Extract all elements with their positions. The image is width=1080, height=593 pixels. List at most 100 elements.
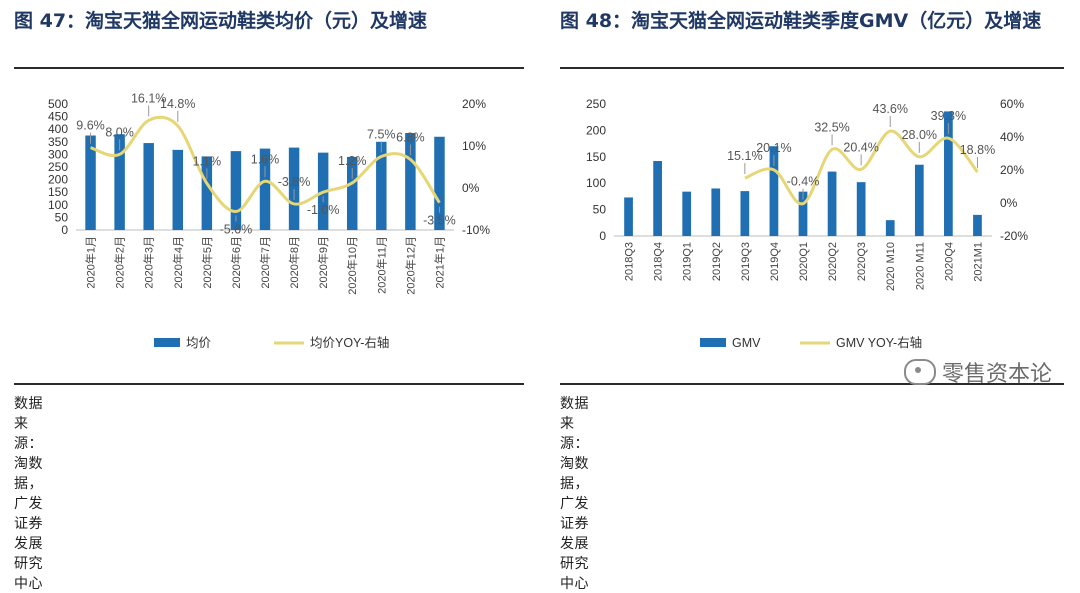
chart-title: 图 47：淘宝天猫全网运动鞋类均价（元）及增速 <box>14 10 428 32</box>
legend-label-line: 均价YOY-右轴 <box>310 335 389 350</box>
y-tick-label: 200 <box>586 123 606 137</box>
data-label: 28.0% <box>902 128 937 142</box>
data-label: 32.5% <box>814 120 849 134</box>
x-tick-label: 2020年7月 <box>258 236 272 289</box>
data-label: 15.1% <box>727 149 762 163</box>
x-tick-group: 2020年7月 <box>258 236 272 289</box>
x-tick-label: 2019Q1 <box>682 242 694 281</box>
y2-tick-label: 10% <box>462 139 486 153</box>
x-tick-label: 2019Q2 <box>711 242 723 281</box>
data-label: -5.6% <box>220 223 253 237</box>
bar <box>827 171 837 236</box>
legend: 均价 均价YOY-右轴 <box>154 335 389 350</box>
data-label: 39.3% <box>931 109 966 123</box>
x-tick-label: 2020年11月 <box>374 236 388 294</box>
bar <box>914 164 924 236</box>
x-tick-group: 2019Q1 <box>682 242 694 281</box>
x-tick-label: 2020Q2 <box>827 242 839 281</box>
data-label: -1.0% <box>307 203 340 217</box>
x-tick-group: 2018Q4 <box>653 242 665 281</box>
bar <box>376 141 387 230</box>
data-label: 18.8% <box>960 143 995 157</box>
x-tick-group: 2019Q3 <box>740 242 752 281</box>
x-tick-group: 2020Q4 <box>943 242 955 281</box>
data-label: 14.8% <box>160 97 195 111</box>
data-label: 7.5% <box>367 128 396 142</box>
bar <box>769 146 779 236</box>
bar <box>711 188 721 236</box>
x-tick-group: 2020年3月 <box>142 236 156 289</box>
bar <box>624 197 633 236</box>
x-tick-label: 2020Q1 <box>798 242 810 281</box>
source-divider <box>14 383 524 385</box>
y2-tick-label: 20% <box>462 97 486 111</box>
x-tick-label: 2018Q3 <box>624 242 636 281</box>
series-line <box>90 115 441 214</box>
bar <box>346 156 358 230</box>
x-tick-label: 2020Q4 <box>943 242 955 281</box>
bar <box>85 135 96 230</box>
y-tick-label: 50 <box>55 210 69 224</box>
y-tick-label: 150 <box>48 185 68 199</box>
x-tick-label: 2020年9月 <box>316 236 330 289</box>
y-tick-label: 300 <box>48 147 68 161</box>
y-tick-label: 250 <box>586 97 606 111</box>
y-tick-label: 150 <box>586 150 606 164</box>
source-note: 数据来源：淘数据，广发证券发展研究中心 <box>14 396 43 592</box>
bar <box>798 191 808 236</box>
x-tick-label: 2018Q4 <box>653 242 665 281</box>
x-tick-label: 2020 M11 <box>914 242 926 290</box>
data-label: 8.0% <box>105 125 134 139</box>
data-label: 16.1% <box>131 91 166 105</box>
x-tick-label: 2020年3月 <box>142 236 156 289</box>
x-tick-group: 2020年5月 <box>200 236 214 289</box>
legend-swatch-bar <box>154 338 180 347</box>
legend-swatch-bar <box>700 338 726 347</box>
x-tick-group: 2020年10月 <box>345 236 359 295</box>
x-tick-label: 2021年1月 <box>432 236 446 289</box>
x-tick-group: 2020 M10 <box>885 242 897 291</box>
x-tick-group: 2020Q3 <box>856 242 868 281</box>
bar <box>944 111 953 236</box>
series-line <box>744 129 979 206</box>
bar <box>172 149 184 230</box>
bar <box>114 134 125 230</box>
y-tick-label: 50 <box>593 203 607 217</box>
y-tick-label: 0 <box>61 223 68 237</box>
x-tick-group: 2021年1月 <box>432 236 446 289</box>
x-tick-label: 2020年12月 <box>403 236 417 295</box>
x-tick-group: 2018Q3 <box>624 242 636 281</box>
y2-tick-label: 20% <box>1000 163 1024 177</box>
x-tick-group: 2020年11月 <box>374 236 388 294</box>
x-tick-label: 2020年5月 <box>200 236 214 289</box>
legend-label-bar: 均价 <box>186 336 212 350</box>
x-tick-group: 2020年1月 <box>84 236 98 289</box>
x-tick-group: 2021M1 <box>972 242 984 282</box>
y2-tick-label: -10% <box>462 223 490 237</box>
data-label: 20.4% <box>843 140 878 154</box>
bar <box>856 182 866 236</box>
y2-tick-label: -20% <box>1000 229 1028 243</box>
y-tick-label: 450 <box>48 110 68 124</box>
title-divider <box>14 67 524 69</box>
y-tick-label: 200 <box>48 173 68 187</box>
chart-title: 图 48：淘宝天猫全网运动鞋类季度GMV（亿元）及增速 <box>560 10 1042 32</box>
y2-tick-label: 0% <box>462 181 480 195</box>
bar <box>653 161 662 236</box>
x-tick-label: 2020年1月 <box>84 236 98 289</box>
data-label: 1.6% <box>251 152 280 166</box>
data-label: 1.1% <box>193 154 222 168</box>
x-tick-label: 2021M1 <box>972 242 984 282</box>
legend-label-bar: GMV <box>732 336 761 350</box>
y-tick-label: 0 <box>599 229 606 243</box>
x-tick-group: 2020Q2 <box>827 242 839 281</box>
y-tick-label: 350 <box>48 135 68 149</box>
x-tick-group: 2020年9月 <box>316 236 330 289</box>
legend: GMV GMV YOY-右轴 <box>700 335 922 350</box>
y-tick-label: 100 <box>586 176 606 190</box>
source-divider <box>560 383 1064 385</box>
data-label: 9.6% <box>76 119 105 133</box>
chart-area: 0 50 100 150 200 250 -20% 0% 20% 40% 60% 2018Q3 2018… <box>586 97 1028 350</box>
watermark: 零售资本论 <box>903 356 1052 388</box>
x-tick-group: 2019Q4 <box>769 242 781 281</box>
